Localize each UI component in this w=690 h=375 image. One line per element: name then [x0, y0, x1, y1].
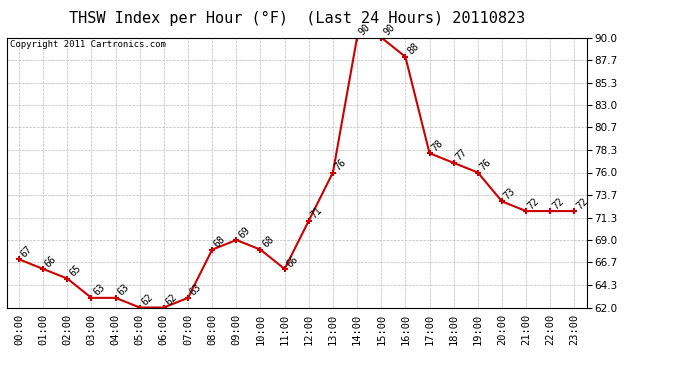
Text: 63: 63	[91, 282, 107, 298]
Text: 72: 72	[526, 196, 542, 211]
Text: 90: 90	[381, 22, 397, 38]
Text: 63: 63	[115, 282, 131, 298]
Text: 76: 76	[333, 157, 348, 172]
Text: 62: 62	[164, 292, 179, 308]
Text: 72: 72	[574, 196, 590, 211]
Text: 68: 68	[213, 234, 228, 250]
Text: 72: 72	[551, 196, 566, 211]
Text: THSW Index per Hour (°F)  (Last 24 Hours) 20110823: THSW Index per Hour (°F) (Last 24 Hours)…	[68, 11, 525, 26]
Text: 65: 65	[68, 263, 83, 279]
Text: 77: 77	[454, 147, 469, 163]
Text: 76: 76	[477, 157, 493, 172]
Text: 90: 90	[357, 22, 373, 38]
Text: 71: 71	[308, 206, 324, 221]
Text: 68: 68	[261, 234, 276, 250]
Text: 67: 67	[19, 244, 34, 259]
Text: 88: 88	[406, 41, 421, 57]
Text: 66: 66	[43, 254, 59, 269]
Text: 62: 62	[139, 292, 155, 308]
Text: 73: 73	[502, 186, 518, 201]
Text: Copyright 2011 Cartronics.com: Copyright 2011 Cartronics.com	[10, 40, 166, 49]
Text: 66: 66	[284, 254, 300, 269]
Text: 69: 69	[236, 225, 252, 240]
Text: 63: 63	[188, 282, 204, 298]
Text: 78: 78	[429, 138, 445, 153]
